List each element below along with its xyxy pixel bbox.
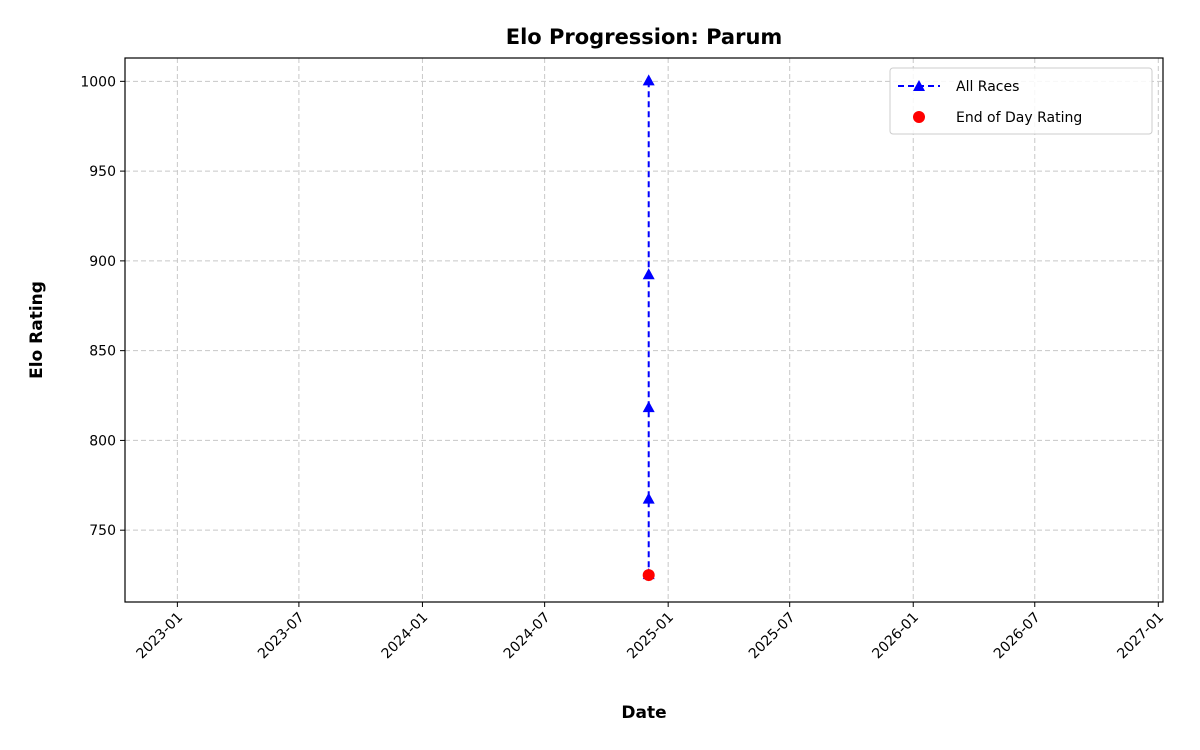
end-of-day-point [642, 569, 655, 582]
y-tick-label: 850 [89, 344, 116, 360]
legend-circle-icon [913, 111, 925, 123]
y-tick-label: 750 [89, 523, 116, 539]
chart-title: Elo Progression: Parum [506, 25, 783, 49]
y-tick-label: 900 [89, 254, 116, 270]
legend-all-races-label: All Races [956, 79, 1019, 95]
y-tick-label: 800 [89, 433, 116, 449]
all-races-point [642, 268, 655, 280]
y-axis-label: Elo Rating [27, 281, 47, 379]
legend: All Races End of Day Rating [889, 67, 1153, 135]
y-tick-label: 1000 [80, 74, 116, 90]
plot-data [642, 74, 655, 582]
legend-box [889, 67, 1153, 135]
plot-frame [124, 57, 1164, 603]
all-races-point [642, 74, 655, 86]
legend-end-of-day-label: End of Day Rating [956, 110, 1082, 126]
all-races-point [642, 401, 655, 413]
all-races-point [642, 492, 655, 504]
legend-triangle-icon [913, 80, 925, 91]
x-axis-label: Date [621, 703, 666, 723]
y-tick-label: 950 [89, 164, 116, 180]
